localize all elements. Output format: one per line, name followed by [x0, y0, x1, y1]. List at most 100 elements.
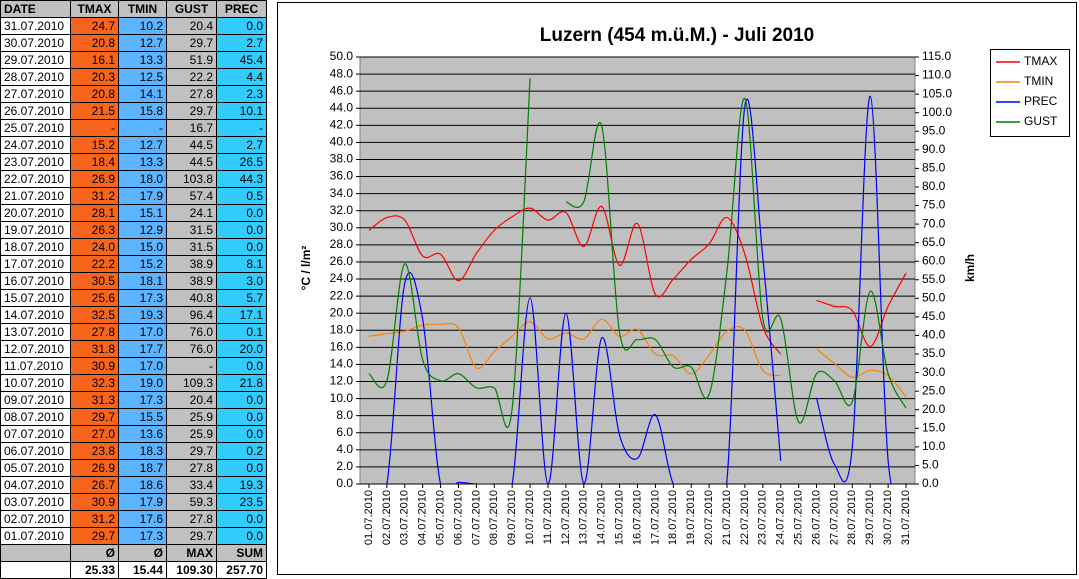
plot-area	[359, 56, 916, 485]
x-tick-label: 22.07.2010	[739, 490, 751, 545]
table-cell: SUM	[216, 544, 267, 562]
table-cell: Ø	[118, 544, 167, 562]
y2-tick-label: 65.0	[922, 235, 946, 249]
table-cell: 12.7	[118, 136, 167, 154]
table-cell: PREC	[216, 0, 267, 18]
y2-tick-label: 115.0	[922, 49, 951, 63]
x-tick-label: 23.07.2010	[757, 490, 769, 545]
table-cell: 25.6	[70, 289, 119, 307]
y-tick-label: 10.0	[330, 391, 354, 405]
table-cell: 02.07.2010	[0, 510, 71, 528]
table-cell: 19.3	[216, 476, 267, 494]
table-cell: 16.7	[166, 119, 217, 137]
table-row: 14.07.2010 32.5 19.3 96.4 17.1	[0, 306, 267, 324]
y2-tick-label: 75.0	[922, 198, 946, 212]
x-tick-label: 12.07.2010	[560, 490, 572, 545]
table-cell: 27.8	[166, 85, 217, 103]
table-cell: 32.5	[70, 306, 119, 324]
x-tick-label: 29.07.2010	[864, 490, 876, 545]
table-cell: 20.8	[70, 34, 119, 52]
table-cell: 18.0	[118, 170, 167, 188]
table-cell: TMAX	[70, 0, 119, 18]
x-tick-label: 24.07.2010	[775, 490, 787, 545]
table-cell: 15.2	[118, 255, 167, 273]
chart-title: Luzern (454 m.ü.M.) - Juli 2010	[540, 25, 815, 46]
table-cell: Ø	[70, 544, 119, 562]
table-cell: 57.4	[166, 187, 217, 205]
table-cell: 0.0	[216, 357, 267, 375]
table-row: 11.07.2010 30.9 17.0-0.0	[0, 357, 267, 375]
table-row: 23.07.2010 18.4 13.3 44.5 26.5	[0, 153, 267, 171]
y2-tick-label: 70.0	[922, 216, 946, 230]
table-row: 24.07.2010 15.2 12.7 44.5 2.7	[0, 136, 267, 154]
y2-tick-label: 105.0	[922, 86, 952, 100]
table-cell: 15.44	[118, 561, 167, 579]
table-cell: 0.1	[216, 323, 267, 341]
series-line	[368, 95, 907, 484]
series-group	[368, 78, 907, 484]
y2-tick-label: 100.0	[922, 105, 952, 119]
x-tick-label: 05.07.2010	[434, 490, 446, 545]
legend-label: PREC	[1024, 94, 1058, 108]
x-tick-label: 14.07.2010	[596, 490, 608, 545]
x-tick-label: 18.07.2010	[667, 490, 679, 545]
table-cell: -	[118, 119, 167, 137]
table-cell: 23.07.2010	[0, 153, 71, 171]
y-tick-label: 26.0	[330, 254, 354, 268]
x-tick-label: 21.07.2010	[721, 490, 733, 545]
x-tick-label: 02.07.2010	[381, 490, 393, 545]
legend-label: TMAX	[1024, 54, 1057, 68]
table-cell: 59.3	[166, 493, 217, 511]
table-cell: 17.3	[118, 391, 167, 409]
table-cell: 38.9	[166, 255, 217, 273]
table-cell: 17.3	[118, 527, 167, 545]
table-cell: 15.07.2010	[0, 289, 71, 307]
y-tick-label: 20.0	[330, 305, 354, 319]
table-cell: 23.8	[70, 442, 119, 460]
y-tick-label: 50.0	[330, 49, 354, 63]
y-tick-label: 0.0	[336, 476, 353, 490]
y-tick-label: 2.0	[336, 459, 353, 473]
table-cell: 06.07.2010	[0, 442, 71, 460]
table-cell: 96.4	[166, 306, 217, 324]
y2-tick-label: 10.0	[922, 439, 946, 453]
table-cell: 33.4	[166, 476, 217, 494]
y-axis-title: °C / l/m²	[299, 246, 313, 291]
table-cell: 8.1	[216, 255, 267, 273]
y-tick-label: 18.0	[330, 322, 354, 336]
table-cell: 0.0	[216, 527, 267, 545]
y-tick-label: 14.0	[330, 357, 354, 371]
table-cell: 0.0	[216, 221, 267, 239]
table-cell: 0.5	[216, 187, 267, 205]
y2-tick-label: 25.0	[922, 383, 946, 397]
table-cell: 23.5	[216, 493, 267, 511]
table-cell: 2.3	[216, 85, 267, 103]
table-cell: 24.07.2010	[0, 136, 71, 154]
table-cell: 51.9	[166, 51, 217, 69]
table-cell: 0.0	[216, 204, 267, 222]
table-cell: 15.2	[70, 136, 119, 154]
table-cell: 18.07.2010	[0, 238, 71, 256]
table-cell: 08.07.2010	[0, 408, 71, 426]
table-row: 15.07.2010 25.6 17.3 40.8 5.7	[0, 289, 267, 307]
table-cell: 25.9	[166, 408, 217, 426]
y-tick-label: 34.0	[330, 186, 354, 200]
table-cell: 22.07.2010	[0, 170, 71, 188]
table-cell: 22.2	[166, 68, 217, 86]
y2-tick-label: 55.0	[922, 272, 946, 286]
table-cell: 13.6	[118, 425, 167, 443]
table-cell: 18.3	[118, 442, 167, 460]
table-cell: 2.7	[216, 136, 267, 154]
y2-tick-label: 45.0	[922, 309, 946, 323]
table-cell: 21.07.2010	[0, 187, 71, 205]
table-cell: 29.7	[166, 102, 217, 120]
table-cell: 15.5	[118, 408, 167, 426]
table-cell	[0, 561, 71, 579]
y-tick-label: 6.0	[336, 425, 353, 439]
table-cell: 25.07.2010	[0, 119, 71, 137]
y2-axis-title: km/h	[963, 254, 977, 282]
table-cell: 27.8	[70, 323, 119, 341]
x-tick-label: 26.07.2010	[810, 490, 822, 545]
y2-tick-label: 5.0	[922, 458, 939, 472]
y2-tick-label: 95.0	[922, 123, 946, 137]
